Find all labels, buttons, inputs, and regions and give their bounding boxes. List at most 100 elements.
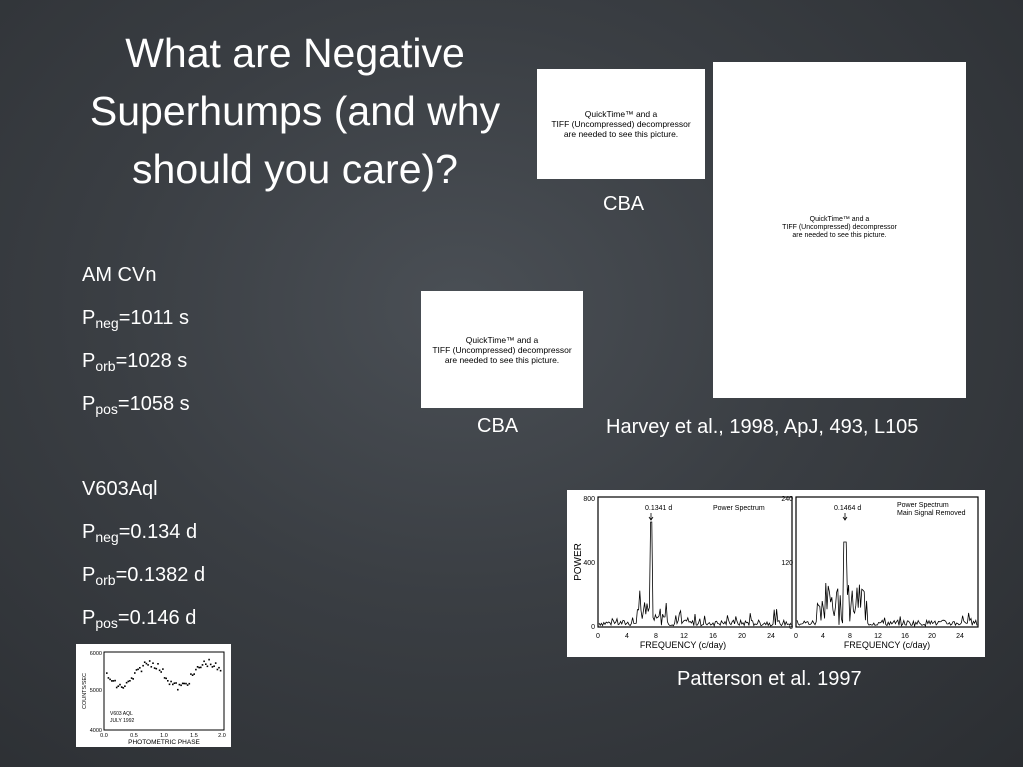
left-ytick-400: 400 bbox=[583, 560, 595, 567]
right-ytick-240: 240 bbox=[781, 496, 793, 503]
lc-point bbox=[163, 677, 166, 679]
left-xlabel: FREQUENCY (c/day) bbox=[640, 640, 726, 650]
subscript: pos bbox=[95, 401, 118, 417]
quicktime-placeholder-top: QuickTime™ and a TIFF (Uncompressed) dec… bbox=[537, 69, 705, 179]
lc-point bbox=[201, 664, 204, 666]
power-ylabel: POWER bbox=[573, 543, 584, 581]
lc-point bbox=[175, 682, 177, 684]
placeholder-message: QuickTime™ and a TIFF (Uncompressed) dec… bbox=[432, 335, 571, 365]
lc-point bbox=[177, 688, 179, 691]
placeholder-line-2: TIFF (Uncompressed) decompressor bbox=[551, 119, 691, 129]
lc-point bbox=[183, 682, 186, 685]
left-peak-label: 0.1341 d bbox=[645, 505, 672, 512]
caption-harvey: Harvey et al., 1998, ApJ, 493, L105 bbox=[606, 416, 919, 438]
lc-point bbox=[120, 686, 123, 688]
placeholder-line-1: QuickTime™ and a bbox=[465, 334, 539, 345]
am-cvn-p-pos: Ppos=1058 s bbox=[82, 393, 190, 417]
lc-point bbox=[203, 660, 205, 663]
placeholder-line-3: are needed to see this picture. bbox=[563, 129, 679, 139]
value: =1028 s bbox=[115, 350, 188, 372]
lc-point bbox=[157, 663, 159, 665]
lc-point bbox=[139, 667, 141, 669]
value: =0.134 d bbox=[118, 521, 198, 543]
lc-point bbox=[193, 673, 195, 675]
placeholder-line-1: QuickTime™ and a bbox=[584, 109, 658, 119]
lc-point bbox=[114, 679, 116, 682]
right-xtick: 0 bbox=[794, 633, 798, 640]
lc-point bbox=[178, 683, 181, 686]
light-curve-svg: 6000 5000 4000 COUNTS/SEC 0.0 0.5 1.0 1.… bbox=[82, 651, 226, 746]
left-xtick: 8 bbox=[654, 633, 658, 640]
lc-point bbox=[172, 683, 174, 686]
right-xtick: 24 bbox=[956, 633, 964, 640]
lc-ytick-6000: 6000 bbox=[90, 651, 102, 657]
lc-point bbox=[213, 665, 215, 667]
lc-xlabel: PHOTOMETRIC PHASE bbox=[128, 739, 200, 746]
slide-title: What are Negative Superhumps (and why sh… bbox=[50, 24, 540, 198]
lc-point bbox=[145, 662, 148, 665]
right-xticks: 0 4 8 12 16 20 24 bbox=[794, 633, 964, 640]
light-curve-frame bbox=[103, 651, 225, 731]
subscript: orb bbox=[95, 358, 116, 374]
title-line-1: What are Negative bbox=[125, 30, 465, 76]
light-curve-figure: 6000 5000 4000 COUNTS/SEC 0.0 0.5 1.0 1.… bbox=[76, 644, 231, 747]
lc-point bbox=[188, 682, 191, 685]
lc-point bbox=[142, 664, 144, 667]
lc-point bbox=[127, 680, 130, 683]
v603-label: V603Aql bbox=[82, 478, 158, 500]
lc-points bbox=[106, 658, 222, 691]
v603-p-pos: Ppos=0.146 d bbox=[82, 607, 197, 631]
lc-point bbox=[129, 680, 131, 682]
placeholder-line-1: QuickTime™ and a bbox=[809, 216, 870, 223]
title-line-3: should you care)? bbox=[132, 146, 458, 192]
lc-point bbox=[206, 665, 209, 668]
lc-point bbox=[219, 669, 222, 672]
left-xtick: 16 bbox=[709, 633, 717, 640]
lc-point bbox=[214, 662, 217, 664]
left-ytick-0: 0 bbox=[591, 624, 595, 631]
lc-point bbox=[218, 666, 220, 669]
lc-point bbox=[148, 660, 151, 662]
caption-cba-top: CBA bbox=[603, 193, 645, 215]
lc-point bbox=[137, 668, 139, 671]
placeholder-line-2: TIFF (Uncompressed) decompressor bbox=[432, 344, 572, 355]
right-peak-arrow bbox=[842, 513, 848, 521]
left-xtick: 4 bbox=[625, 633, 629, 640]
placeholder-line-3: are needed to see this picture. bbox=[444, 354, 560, 365]
left-legend: Power Spectrum bbox=[713, 505, 765, 512]
lc-point bbox=[211, 666, 214, 668]
right-xtick: 12 bbox=[874, 633, 882, 640]
lc-point bbox=[162, 668, 164, 670]
placeholder-message: QuickTime™ and a TIFF (Uncompressed) dec… bbox=[782, 216, 897, 240]
caption-cba-middle: CBA bbox=[477, 415, 519, 437]
lc-xticks: 0.0 0.5 1.0 1.5 2.0 bbox=[100, 733, 226, 739]
lc-point bbox=[117, 685, 120, 687]
lc-point bbox=[160, 671, 162, 673]
lc-point bbox=[208, 658, 210, 661]
lc-point bbox=[115, 686, 118, 689]
subscript: orb bbox=[95, 572, 116, 588]
power-spectrum-svg: 800 400 0 240 120 0 POWER 0 4 8 12 16 20… bbox=[573, 496, 979, 650]
subscript: neg bbox=[95, 529, 119, 545]
lc-point bbox=[200, 666, 202, 669]
lc-point bbox=[152, 662, 154, 664]
right-ytick-0: 0 bbox=[789, 624, 793, 631]
subscript: pos bbox=[95, 615, 118, 631]
lc-point bbox=[143, 661, 146, 663]
v603-p-neg: Pneg=0.134 d bbox=[82, 521, 198, 545]
lc-point bbox=[132, 678, 134, 680]
lc-point bbox=[196, 666, 199, 668]
right-xtick: 16 bbox=[901, 633, 909, 640]
lc-point bbox=[195, 668, 197, 671]
lc-point bbox=[125, 681, 128, 684]
left-xticks: 0 4 8 12 16 20 24 bbox=[596, 633, 775, 640]
left-spectrum-trace bbox=[598, 521, 792, 628]
lc-point bbox=[173, 682, 176, 684]
placeholder-message: QuickTime™ and a TIFF (Uncompressed) dec… bbox=[551, 109, 690, 139]
lc-point bbox=[155, 667, 158, 670]
title-line-2: Superhumps (and why bbox=[89, 88, 501, 134]
right-xtick: 4 bbox=[821, 633, 825, 640]
am-cvn-p-orb: Porb=1028 s bbox=[82, 350, 188, 374]
lc-point bbox=[134, 672, 136, 674]
lc-point bbox=[147, 664, 149, 666]
